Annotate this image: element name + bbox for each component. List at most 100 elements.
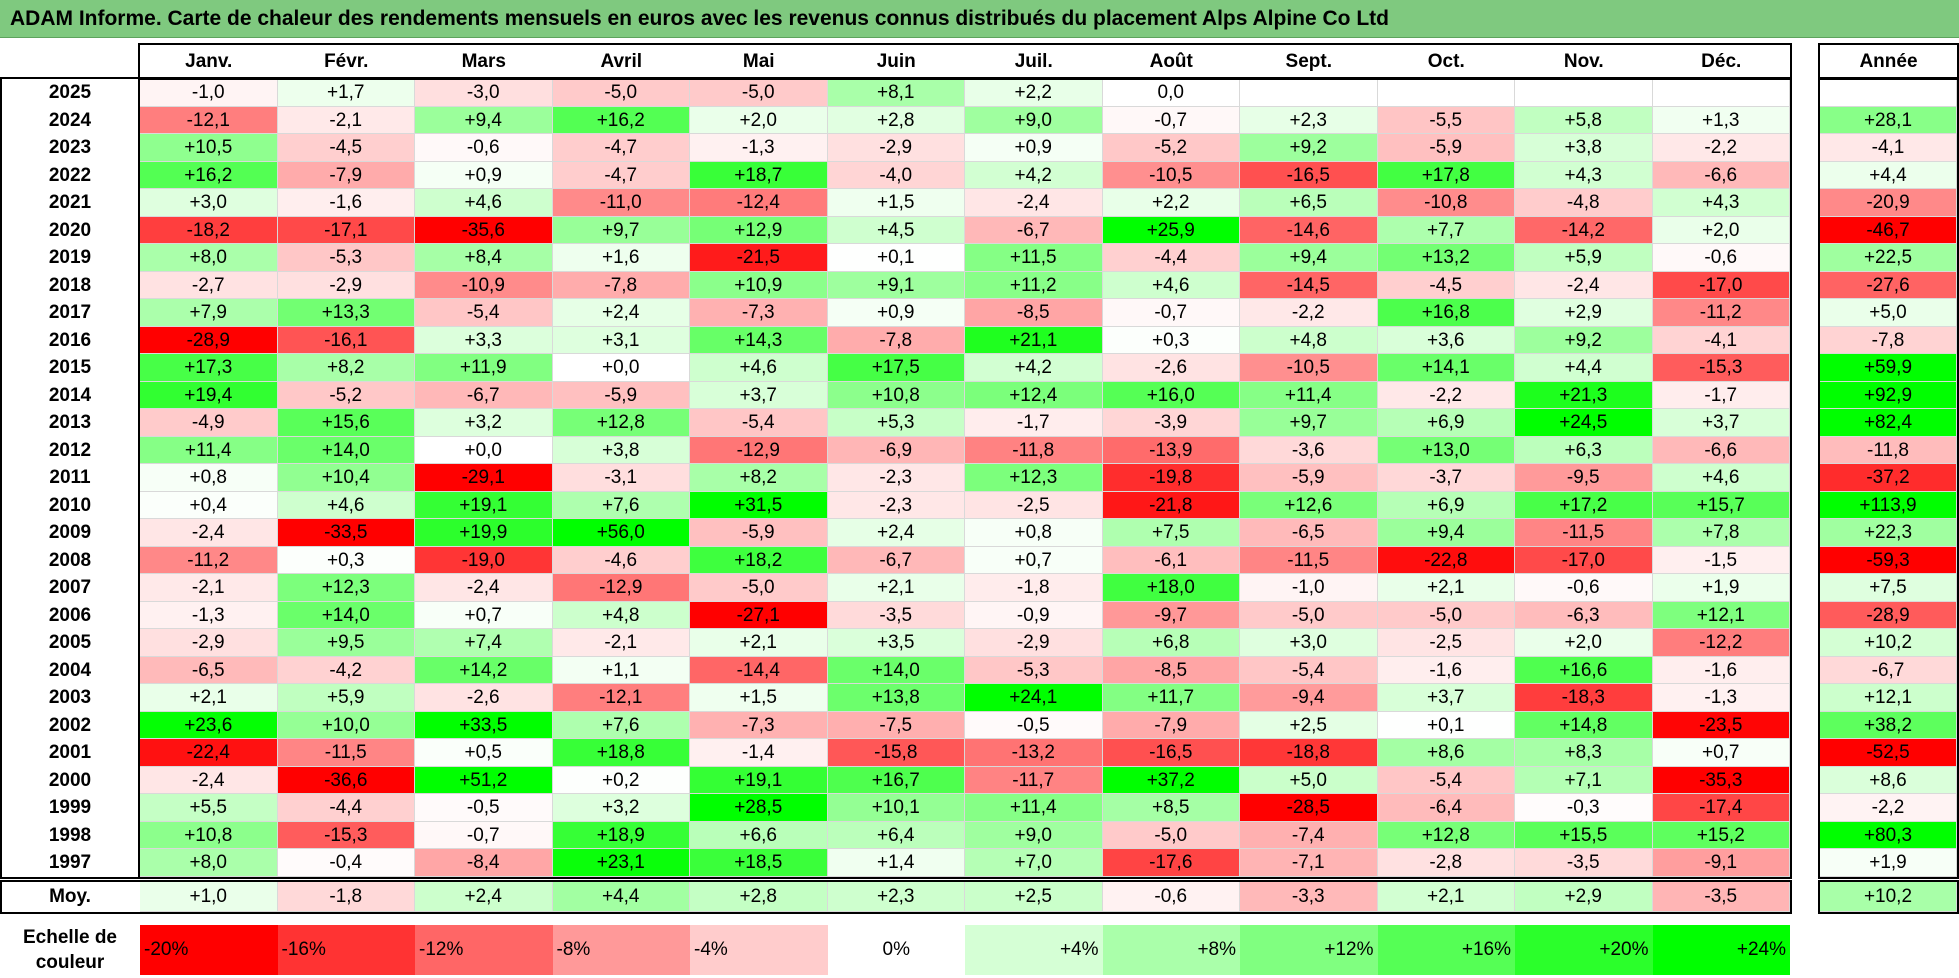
heatmap-cell: +7,0 <box>965 849 1103 877</box>
heatmap-cell: +2,2 <box>965 79 1103 107</box>
heatmap-cell: 0,0 <box>1102 79 1240 107</box>
row-year-label: 2002 <box>48 714 92 736</box>
color-scale-step: +12% <box>1240 925 1378 975</box>
heatmap-cell: -23,5 <box>1652 711 1790 739</box>
heatmap-cell: -2,1 <box>552 629 690 657</box>
heatmap-cell: +8,3 <box>1515 739 1653 767</box>
column-header: Juin <box>827 45 965 78</box>
color-scale-step: +16% <box>1377 925 1515 975</box>
heatmap-cell: -5,3 <box>965 656 1103 684</box>
heatmap-cell: -3,7 <box>1377 464 1515 492</box>
heatmap-cell: -5,9 <box>1377 134 1515 162</box>
heatmap-cell: +8,4 <box>415 244 553 272</box>
heatmap-cell: -2,5 <box>965 491 1103 519</box>
heatmap-cell: +3,8 <box>1515 134 1653 162</box>
row-year-label: 2001 <box>48 742 92 763</box>
annual-cell: +92,9 <box>1820 381 1957 409</box>
heatmap-cell: +8,2 <box>690 464 828 492</box>
chart-title: ADAM Informe. Carte de chaleur des rende… <box>10 7 1389 30</box>
average-label: Moy. <box>49 885 91 907</box>
heatmap-cell: +0,3 <box>1102 326 1240 354</box>
heatmap-cell: +1,5 <box>827 189 965 217</box>
row-year-label: 2012 <box>48 439 92 461</box>
heatmap-cell: -7,9 <box>277 161 415 189</box>
heatmap-cell: +15,7 <box>1652 491 1790 519</box>
heatmap-cell: -2,3 <box>827 464 965 492</box>
heatmap-cell: +12,6 <box>1240 491 1378 519</box>
heatmap-cell: +10,9 <box>690 271 828 299</box>
heatmap-cell: +3,6 <box>1377 326 1515 354</box>
heatmap-cell: +3,1 <box>552 326 690 354</box>
heatmap-cell: +21,1 <box>965 326 1103 354</box>
heatmap-cell: -2,2 <box>1240 299 1378 327</box>
heatmap-cell: +8,6 <box>1377 739 1515 767</box>
average-cell: +4,4 <box>552 881 690 912</box>
heatmap-cell: +18,5 <box>690 849 828 877</box>
heatmap-cell: -4,7 <box>552 161 690 189</box>
heatmap-cell: +24,5 <box>1515 409 1653 437</box>
heatmap-cell: +3,7 <box>690 381 828 409</box>
heatmap-cell: +14,8 <box>1515 711 1653 739</box>
heatmap-cell: +2,5 <box>1240 711 1378 739</box>
heatmap-cell: -7,9 <box>1102 711 1240 739</box>
heatmap-cell: +10,8 <box>140 821 278 849</box>
annual-cell: -6,7 <box>1820 656 1957 684</box>
heatmap-cell: +14,2 <box>415 656 553 684</box>
heatmap-cell: +5,9 <box>277 684 415 712</box>
heatmap-cell: -6,7 <box>415 381 553 409</box>
heatmap-cell: -7,8 <box>827 326 965 354</box>
heatmap-cell: +4,2 <box>965 354 1103 382</box>
row-year-label: 2003 <box>48 687 92 708</box>
heatmap-cell: -6,5 <box>1240 519 1378 547</box>
heatmap-cell: -7,3 <box>690 299 828 327</box>
row-year-label: 2011 <box>49 467 91 488</box>
heatmap-cell: +18,8 <box>552 739 690 767</box>
heatmap-cell: -4,2 <box>277 656 415 684</box>
heatmap-cell: +14,0 <box>827 656 965 684</box>
row-year-label: 2014 <box>48 384 92 406</box>
heatmap-cell: -5,0 <box>1377 601 1515 629</box>
heatmap-cell: +6,4 <box>827 821 965 849</box>
heatmap-cell: +4,3 <box>1515 161 1653 189</box>
row-year-label: 1999 <box>48 797 92 818</box>
heatmap-cell: -1,6 <box>277 189 415 217</box>
heatmap-cell: +18,0 <box>1102 574 1240 602</box>
heatmap-cell: -2,6 <box>1102 354 1240 382</box>
heatmap-cell: +0,9 <box>827 299 965 327</box>
heatmap-cell: +15,6 <box>277 409 415 437</box>
heatmap-cell: -4,9 <box>140 409 278 437</box>
heatmap-cell: -2,4 <box>415 574 553 602</box>
heatmap-cell: +12,9 <box>690 216 828 244</box>
annual-cell: +12,1 <box>1820 684 1957 712</box>
heatmap-cell: +15,2 <box>1652 821 1790 849</box>
heatmap-cell: +3,7 <box>1377 684 1515 712</box>
heatmap-cell: +9,5 <box>277 629 415 657</box>
heatmap-cell: +1,9 <box>1652 574 1790 602</box>
heatmap-cell: +12,8 <box>1377 821 1515 849</box>
heatmap-cell: -11,5 <box>277 739 415 767</box>
heatmap-cell: -6,4 <box>1377 794 1515 822</box>
heatmap-cell: -2,4 <box>140 766 278 794</box>
heatmap-cell: +4,3 <box>1652 189 1790 217</box>
heatmap-cell: +14,3 <box>690 326 828 354</box>
heatmap-cell: +3,8 <box>552 436 690 464</box>
heatmap-cell: -2,4 <box>140 519 278 547</box>
row-year-label: 2022 <box>48 164 92 186</box>
heatmap-cell: -1,7 <box>965 409 1103 437</box>
heatmap-cell: +2,8 <box>827 106 965 134</box>
row-year-label: 2009 <box>48 522 92 543</box>
heatmap-cell: -1,0 <box>140 79 278 107</box>
annual-cell: +59,9 <box>1820 354 1957 382</box>
annual-cell: +10,2 <box>1820 629 1957 657</box>
heatmap-cell: -5,0 <box>690 574 828 602</box>
heatmap-cell: +16,7 <box>827 766 965 794</box>
heatmap-cell: +11,7 <box>1102 684 1240 712</box>
heatmap-cell: +14,0 <box>277 436 415 464</box>
heatmap-cell: +19,4 <box>140 381 278 409</box>
heatmap-cell: -0,5 <box>415 794 553 822</box>
heatmap-cell: +9,4 <box>415 106 553 134</box>
heatmap-cell: +5,3 <box>827 409 965 437</box>
heatmap-cell: +28,5 <box>690 794 828 822</box>
heatmap-cell: +9,0 <box>965 821 1103 849</box>
annual-cell <box>1820 79 1957 107</box>
